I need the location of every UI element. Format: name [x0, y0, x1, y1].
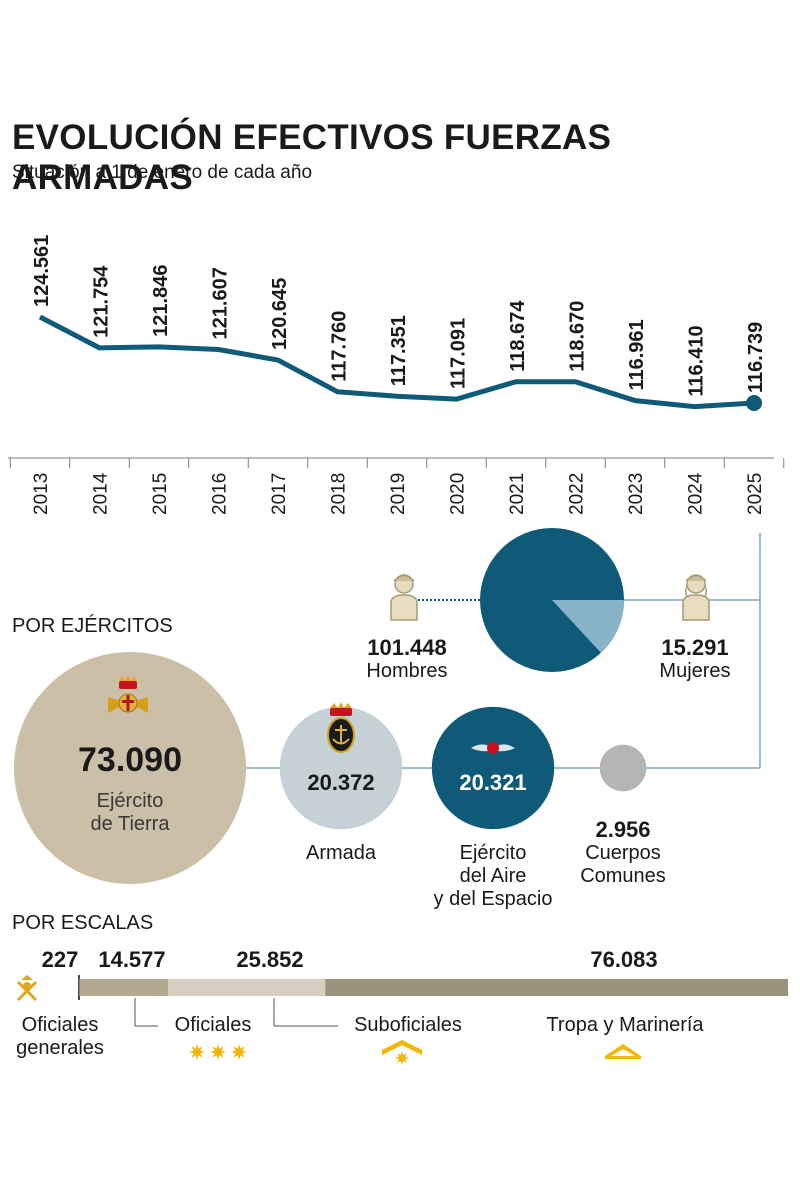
branches-section-title: POR EJÉRCITOS: [12, 615, 173, 637]
branch-circle: [431, 706, 555, 830]
officers-label: Oficiales: [174, 1014, 252, 1036]
data-label: 124.561: [31, 235, 53, 307]
branch-circles: [14, 652, 647, 884]
army-label: Ejército de Tierra: [90, 790, 170, 835]
women-value: 15.291: [661, 635, 729, 660]
rank-segment: [78, 975, 80, 1000]
data-label: 116.961: [626, 319, 648, 390]
rank-segment: [168, 979, 326, 996]
generals-value: 227: [41, 947, 79, 972]
branch-circle: [599, 744, 647, 792]
army-emblem-icon: [108, 675, 148, 713]
series-line: [38, 314, 755, 410]
airforce-label: Ejército del Aire y del Espacio: [433, 842, 553, 910]
men-value: 101.448: [367, 635, 447, 660]
data-label: 118.670: [567, 301, 589, 372]
rank-segment: [325, 979, 788, 996]
rank-segment: [79, 979, 169, 996]
general-insignia-icon: [16, 975, 38, 1002]
chevron-icon: [605, 1044, 641, 1059]
ranks-bar: [16, 975, 788, 1065]
page-subtitle: Situación a 1 de enero de cada año: [12, 162, 313, 183]
data-label: 121.607: [210, 267, 232, 339]
line-chart: 124.561 2013 121.754 2014 121.846 2015 121.607…: [8, 235, 785, 515]
gender-pie-chart: [480, 528, 624, 672]
x-tick-label: 2015: [150, 473, 171, 515]
x-tick-label: 2017: [269, 473, 290, 515]
airforce-value: 20.321: [459, 770, 527, 795]
x-tick-label: 2013: [31, 473, 52, 515]
x-tick-label: 2020: [448, 473, 469, 515]
army-value: 73.090: [78, 741, 182, 779]
troops-value: 76.083: [590, 947, 658, 972]
generals-label: Oficiales generales: [16, 1014, 104, 1059]
pie-slice-mujeres: [552, 600, 624, 653]
men-label: Hombres: [366, 660, 448, 682]
x-tick-label: 2018: [329, 473, 350, 515]
data-label: 121.846: [150, 265, 172, 337]
page-title: EVOLUCIÓN EFECTIVOS FUERZAS ARMADAS: [12, 118, 612, 197]
data-label: 117.091: [448, 318, 470, 389]
navy-label: Armada: [305, 842, 377, 864]
common-corps-value: 2.956: [595, 817, 651, 842]
women-label: Mujeres: [659, 660, 731, 682]
x-tick-label: 2016: [210, 473, 231, 515]
data-label: 116.410: [686, 325, 708, 396]
data-label: 117.351: [388, 315, 410, 386]
male-soldier-icon: [390, 574, 418, 621]
troops-label: Tropa y Marinería: [546, 1014, 704, 1036]
ranks-section-title: POR ESCALAS: [12, 912, 154, 934]
navy-anchor-icon: [327, 702, 355, 753]
x-tick-label: 2021: [507, 473, 528, 515]
data-label: 117.760: [329, 311, 351, 382]
x-tick-label: 2025: [745, 473, 766, 515]
branch-circle: [14, 652, 246, 884]
officers-leader-line: [134, 998, 158, 1027]
chevron-star-icon: [382, 1040, 422, 1065]
ncos-label: Suboficiales: [354, 1014, 462, 1036]
ncos-value: 25.852: [236, 947, 304, 972]
officers-value: 14.577: [98, 947, 166, 972]
navy-value: 20.372: [307, 770, 375, 795]
x-tick-label: 2022: [567, 473, 588, 515]
three-stars-icon: [189, 1044, 247, 1060]
x-tick-label: 2014: [91, 472, 112, 515]
x-tick-label: 2023: [626, 473, 647, 515]
ncos-leader-line: [273, 998, 338, 1027]
branch-circle: [279, 706, 403, 830]
x-tick-label: 2019: [388, 473, 409, 515]
data-label: 121.754: [91, 265, 113, 338]
common-corps-label: Cuerpos Comunes: [580, 842, 666, 887]
data-label: 120.645: [269, 278, 291, 350]
x-tick-label: 2024: [686, 472, 707, 515]
last-point-marker: [746, 395, 762, 411]
female-soldier-icon: [682, 574, 710, 621]
air-force-wings-icon: [471, 742, 515, 754]
data-label: 116.739: [745, 322, 767, 393]
data-label: 118.674: [507, 300, 529, 372]
